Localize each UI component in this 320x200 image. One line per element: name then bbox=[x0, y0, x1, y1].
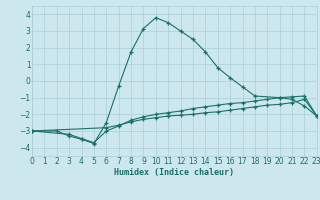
X-axis label: Humidex (Indice chaleur): Humidex (Indice chaleur) bbox=[115, 168, 234, 177]
